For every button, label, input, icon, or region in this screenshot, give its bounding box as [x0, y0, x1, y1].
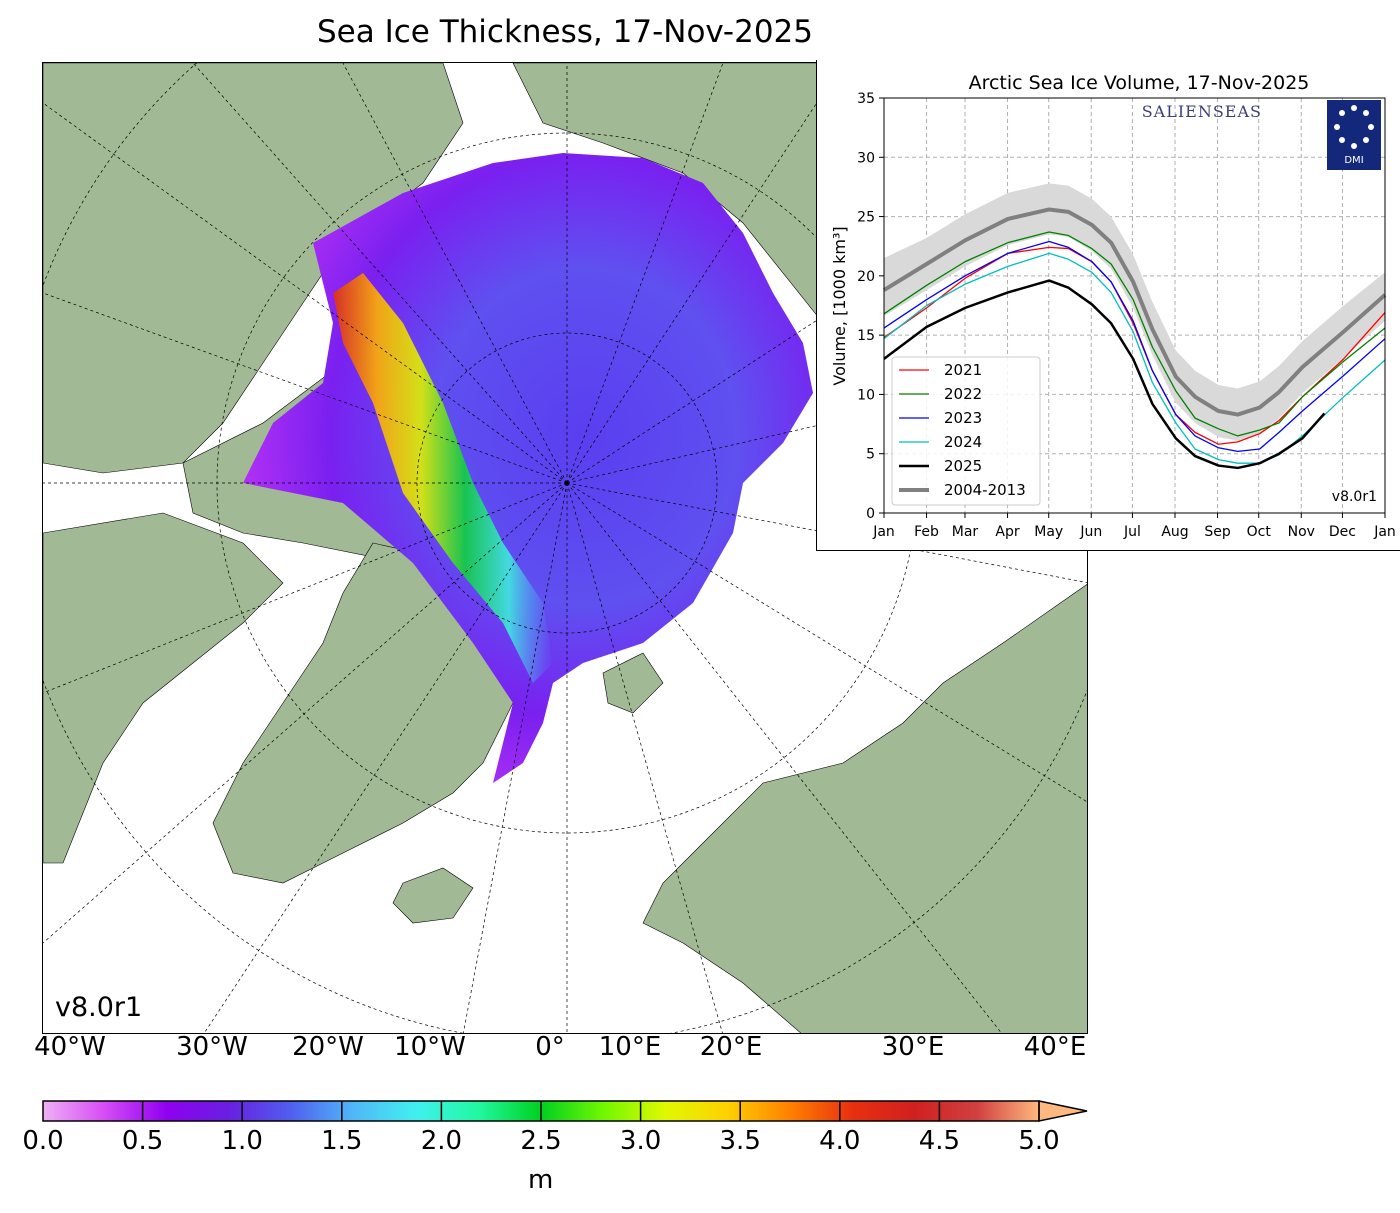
x-tick-label: Jan [872, 524, 895, 540]
x-tick-label: Feb [914, 524, 939, 540]
colorbar-tick-label: 1.0 [221, 1126, 263, 1156]
x-tick-label: Mar [952, 524, 979, 540]
series-line-2025 [883, 279, 1326, 470]
legend-label: 2024 [944, 433, 982, 451]
lon-label: 10°E [598, 1032, 662, 1062]
land-iceland [392, 867, 474, 924]
chart-legend: 2021 2022 2023 2024 2025 2004-2013 [891, 356, 1041, 506]
colorbar-tick-label: 0.0 [22, 1126, 64, 1156]
y-tick-label: 0 [866, 506, 875, 522]
map-version-label: v8.0r1 [55, 992, 143, 1023]
colorbar-tick-label: 4.5 [918, 1126, 961, 1156]
lon-label: 40°W [34, 1032, 106, 1062]
x-tick-label: Apr [995, 524, 1019, 540]
chart-title: Arctic Sea Ice Volume, 17-Nov-2025 [969, 72, 1310, 94]
plot-frame [883, 97, 1386, 514]
lon-label: 10°W [394, 1032, 466, 1062]
dmi-logo-text: DMI [1344, 155, 1363, 166]
volume-chart-inset: Arctic Sea Ice Volume, 17-Nov-2025 Jan Fe… [816, 60, 1400, 551]
dmi-logo: DMI [1327, 100, 1381, 170]
series-line-2023 [883, 240, 1386, 452]
colorbar-tick-label: 5.0 [1018, 1126, 1060, 1156]
colorbar-tick-label: 3.0 [619, 1126, 662, 1156]
thick-ice-band [333, 273, 553, 683]
lon-label: 30°W [176, 1032, 248, 1062]
lon-label: 20°E [699, 1032, 763, 1062]
colorbar-tick-label: 1.5 [321, 1126, 363, 1156]
colorbar-ticks [141, 1101, 941, 1121]
y-tick-label: 25 [857, 210, 875, 226]
land-svalbard [602, 652, 664, 714]
x-tick-label: Sep [1204, 524, 1231, 540]
series-line-2004-2013 [882, 207, 1387, 417]
colorbar-tick-label: 2.0 [420, 1126, 463, 1156]
y-tick-label: 10 [857, 387, 875, 403]
legend-label: 2004-2013 [944, 481, 1026, 499]
chart-version: v8.0r1 [1332, 489, 1377, 505]
lon-label: 0° [535, 1032, 565, 1062]
volume-chart: Arctic Sea Ice Volume, 17-Nov-2025 Jan Fe… [830, 72, 1396, 540]
lon-label: 40°E [1023, 1032, 1087, 1062]
lon-label: 30°E [881, 1032, 945, 1062]
x-tick-label: Nov [1288, 524, 1315, 540]
land-scandinavia-russia [642, 584, 1087, 1033]
legend-label: 2025 [944, 457, 982, 475]
y-tick-label: 35 [857, 91, 875, 107]
colorbar-extend-arrow [1038, 1100, 1088, 1122]
x-tick-label: Jan [1373, 524, 1396, 540]
legend-label: 2022 [944, 385, 982, 403]
x-tick-label: Aug [1161, 524, 1188, 540]
y-axis-label: Volume, [1000 km³] [830, 226, 849, 385]
colorbar-tick-label: 4.0 [819, 1126, 861, 1156]
colorbar-tick-label: 2.5 [520, 1126, 562, 1156]
legend-label: 2023 [944, 409, 982, 427]
series-line-2022 [883, 231, 1386, 437]
colorbar-tick-label: 3.5 [719, 1126, 761, 1156]
legend-label: 2021 [944, 361, 982, 379]
y-tick-label: 20 [857, 269, 875, 285]
colorbar [42, 1100, 1088, 1122]
land-north-america [43, 63, 464, 474]
x-tick-label: May [1034, 524, 1063, 540]
x-tick-label: Jun [1079, 524, 1102, 540]
land-canada-south [43, 512, 284, 864]
map-title: Sea Ice Thickness, 17-Nov-2025 [316, 14, 813, 50]
x-tick-label: Oct [1247, 524, 1272, 540]
y-tick-label: 15 [857, 328, 875, 344]
y-tick-label: 5 [866, 447, 875, 463]
salienseas-logo: SALIENSEAS [1142, 102, 1262, 121]
y-tick-label: 30 [857, 150, 875, 166]
x-tick-label: Dec [1329, 524, 1356, 540]
x-tick-label: Jul [1123, 524, 1141, 540]
colorbar-tick-label: 0.5 [121, 1126, 164, 1156]
colorbar-unit: m [528, 1165, 554, 1195]
lon-label: 20°W [292, 1032, 364, 1062]
colorbar-outline [42, 1100, 1040, 1122]
